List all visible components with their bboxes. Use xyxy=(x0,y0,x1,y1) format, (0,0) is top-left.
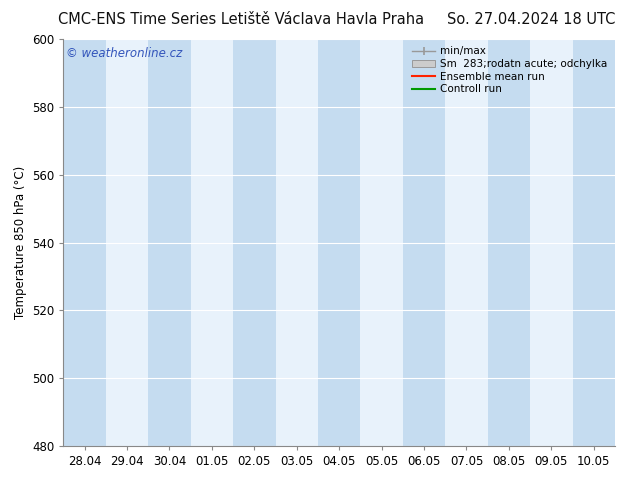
Text: © weatheronline.cz: © weatheronline.cz xyxy=(66,48,183,60)
Bar xyxy=(403,39,445,446)
Bar xyxy=(573,39,615,446)
Bar xyxy=(148,39,191,446)
Bar xyxy=(276,39,318,446)
Bar xyxy=(445,39,488,446)
Bar xyxy=(191,39,233,446)
Bar xyxy=(106,39,148,446)
Y-axis label: Temperature 850 hPa (°C): Temperature 850 hPa (°C) xyxy=(13,166,27,319)
Bar xyxy=(233,39,276,446)
Text: CMC-ENS Time Series Letiště Václava Havla Praha: CMC-ENS Time Series Letiště Václava Havl… xyxy=(58,12,424,27)
Bar xyxy=(360,39,403,446)
Bar xyxy=(318,39,360,446)
Text: So. 27.04.2024 18 UTC: So. 27.04.2024 18 UTC xyxy=(446,12,615,27)
Legend: min/max, Sm  283;rodatn acute; odchylka, Ensemble mean run, Controll run: min/max, Sm 283;rodatn acute; odchylka, … xyxy=(410,45,610,97)
Bar xyxy=(488,39,530,446)
Bar xyxy=(530,39,573,446)
Bar xyxy=(63,39,106,446)
